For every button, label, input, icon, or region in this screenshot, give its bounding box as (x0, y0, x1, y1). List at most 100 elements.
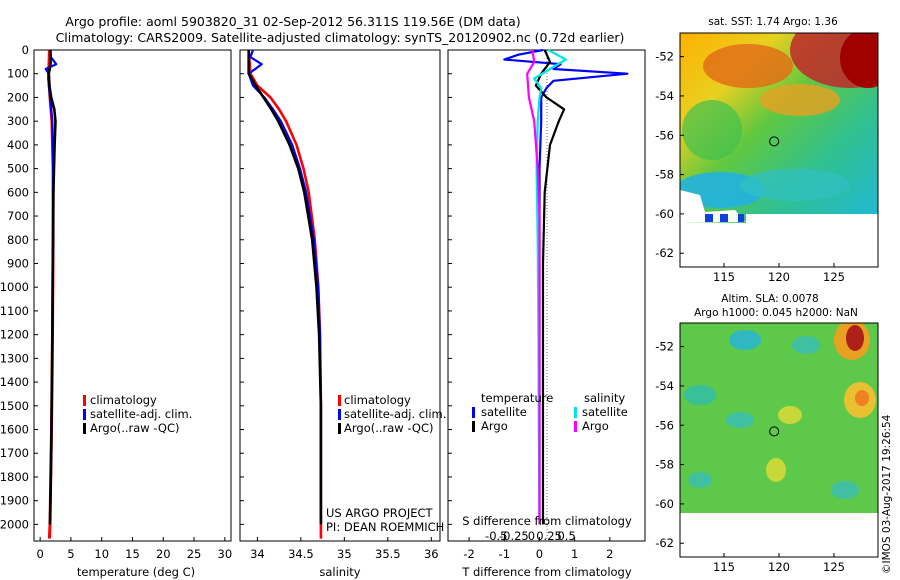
map-y-tick-label: -54 (655, 379, 674, 393)
depth-tick-label: 500 (7, 162, 29, 176)
profile-line-argo-raw-qc- (47, 49, 57, 525)
legend-swatch-satellite (83, 409, 86, 420)
sla-high-patch (766, 458, 786, 482)
x-tick-label: 35.5 (375, 547, 401, 561)
sla-map-ticks: 115 120 125 -52 -54 -56 -58 -60 -62 (655, 340, 845, 574)
map-y-tick-label: -54 (655, 89, 674, 103)
difference-y-tick-marks (448, 49, 452, 525)
sla-map-title-line1: Altim. SLA: 0.0078 (721, 293, 818, 305)
difference-profiles (503, 48, 629, 525)
legend-label-satellite: satellite-adj. clim. (90, 407, 192, 421)
depth-tick-label: 600 (7, 185, 29, 199)
sst-no-data-area (746, 214, 878, 223)
x-tick-label: 0 (36, 547, 43, 561)
sla-heatmap (680, 323, 878, 557)
x-tick-label: 1 (571, 547, 578, 561)
sst-no-data-area (680, 190, 745, 223)
legend-swatch-argo (83, 423, 86, 434)
legend-label-climatology: climatology (90, 393, 157, 407)
depth-tick-label: 0 (22, 43, 29, 57)
s-tick-label: 0.5 (557, 529, 575, 543)
depth-tick-label: 1900 (0, 494, 29, 508)
depth-tick-label: 1500 (0, 399, 29, 413)
map-x-tick-label: 115 (713, 560, 735, 574)
difference-panel: -2 -1 0 1 2 -0.5-0.25 0 0.250.5 temperature sa… (447, 48, 646, 579)
depth-tick-label: 2000 (0, 517, 29, 531)
sst-map-title: sat. SST: 1.74 Argo: 1.36 (708, 16, 838, 28)
temperature-panel: 0100200300400500600700800900100011001200… (0, 43, 232, 579)
legend-label-argo: Argo(..raw -QC) (90, 421, 180, 435)
depth-tick-label: 1600 (0, 423, 29, 437)
legend-label-s-satellite: satellite (582, 405, 628, 419)
profile-line-climatology (247, 49, 323, 539)
legend-swatch-t-satellite (472, 407, 475, 418)
pi-annotation: PI: DEAN ROEMMICH (326, 520, 444, 534)
legend-label-argo: Argo(..raw -QC) (344, 421, 434, 435)
map-x-tick-label: 125 (823, 270, 845, 284)
depth-tick-label: 1400 (0, 375, 29, 389)
depth-tick-label: 700 (7, 209, 29, 223)
difference-legend: temperature salinity satellite Argo sate… (472, 391, 628, 433)
sst-warm-patch (760, 84, 840, 116)
depth-tick-label: 100 (7, 67, 29, 81)
map-y-tick-label: -56 (655, 128, 674, 142)
map-y-tick-label: -52 (655, 50, 674, 64)
map-y-tick-label: -62 (655, 246, 674, 260)
depth-tick-label: 400 (7, 138, 29, 152)
salinity-x-ticks: 34 34.5 35 35.5 36 (250, 537, 439, 561)
figure-title-line1: Argo profile: aoml 5903820_31 02-Sep-201… (65, 14, 520, 29)
map-x-tick-label: 120 (768, 560, 790, 574)
legend-swatch-satellite (338, 409, 341, 420)
profile-line-s-argo (526, 49, 541, 525)
salinity-y-tick-marks (240, 49, 244, 525)
sla-no-data-area (680, 513, 878, 557)
t-difference-axis-label: T difference from climatology (461, 565, 632, 579)
sla-low-patch (684, 385, 716, 405)
profile-line-satellite-adj-clim- (247, 49, 322, 520)
profile-line-t-satellite (503, 48, 629, 520)
map-x-tick-label: 115 (713, 270, 735, 284)
map-x-tick-label: 125 (823, 560, 845, 574)
s-difference-axis-label: S difference from climatology (462, 514, 632, 528)
x-tick-label: 30 (218, 547, 233, 561)
sst-map-panel: sat. SST: 1.74 Argo: 1.36 115 120 125 -52 -5… (655, 16, 879, 284)
sla-high-patch (846, 325, 864, 351)
map-x-tick-label: 120 (768, 270, 790, 284)
salinity-axes-frame (239, 49, 441, 542)
difference-x-ticks: -2 -1 0 1 2 (463, 537, 613, 561)
map-y-tick-label: -56 (655, 418, 674, 432)
x-tick-label: 34.5 (288, 547, 314, 561)
x-tick-label: 34 (250, 547, 265, 561)
temperature-axes-frame (33, 49, 232, 542)
sst-grid-cell (705, 214, 713, 222)
temperature-profiles (44, 49, 58, 539)
map-y-tick-label: -62 (655, 536, 674, 550)
sst-warm-patch (703, 44, 793, 88)
depth-tick-label: 800 (7, 233, 29, 247)
sla-high-patch (778, 406, 802, 424)
sla-low-patch (729, 330, 761, 350)
temperature-x-ticks: 0 5 10 15 20 25 30 (36, 537, 232, 561)
legend-label-t-argo: Argo (481, 419, 508, 433)
x-tick-label: 25 (187, 547, 202, 561)
sla-high-patch (855, 390, 869, 406)
s-tick-label: -0.5 (485, 529, 507, 543)
sst-grid-cell (720, 214, 728, 222)
depth-tick-label: 1300 (0, 351, 29, 365)
map-y-tick-label: -52 (655, 340, 674, 354)
legend-label-satellite: satellite-adj. clim. (344, 407, 446, 421)
depth-tick-label: 900 (7, 256, 29, 270)
legend-label-t-satellite: satellite (481, 405, 527, 419)
sst-grid-cell (738, 214, 744, 222)
sst-cool-patch (740, 169, 850, 201)
depth-tick-label: 200 (7, 90, 29, 104)
sst-heatmap (680, 33, 878, 223)
depth-tick-label: 300 (7, 114, 29, 128)
depth-tick-label: 1200 (0, 328, 29, 342)
depth-tick-labels: 0 100 200 300 400 500 600 700 800 900 1000 1100 1200… (0, 43, 38, 531)
x-tick-label: 35 (337, 547, 352, 561)
legend-swatch-t-argo (472, 421, 475, 432)
depth-tick-label: 1700 (0, 446, 29, 460)
sla-map-panel: Altim. SLA: 0.0078 Argo h1000: 0.045 h20… (655, 293, 879, 574)
